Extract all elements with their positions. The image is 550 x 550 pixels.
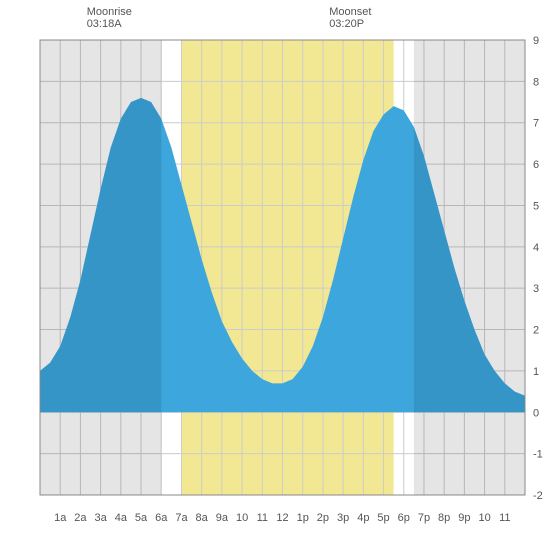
- svg-text:6: 6: [533, 159, 539, 171]
- svg-text:7a: 7a: [175, 512, 188, 524]
- svg-text:0: 0: [533, 407, 539, 419]
- svg-text:8p: 8p: [438, 512, 450, 524]
- moonset-label: Moonset: [329, 6, 371, 18]
- svg-text:9: 9: [533, 35, 539, 47]
- moonrise-label: Moonrise: [87, 6, 132, 18]
- svg-text:10: 10: [478, 512, 490, 524]
- svg-text:8a: 8a: [196, 512, 209, 524]
- svg-text:11: 11: [499, 512, 510, 524]
- svg-text:2a: 2a: [74, 512, 87, 524]
- svg-text:3p: 3p: [337, 512, 349, 524]
- svg-text:1p: 1p: [297, 512, 309, 524]
- chart-svg: 1a2a3a4a5a6a7a8a9a1011121p2p3p4p5p6p7p8p…: [0, 0, 550, 550]
- moonrise-annotation: Moonrise 03:18A: [87, 6, 132, 30]
- svg-text:3a: 3a: [95, 512, 108, 524]
- svg-text:7p: 7p: [418, 512, 430, 524]
- svg-text:9p: 9p: [458, 512, 470, 524]
- svg-text:2: 2: [533, 325, 539, 337]
- svg-text:5a: 5a: [135, 512, 148, 524]
- svg-text:12: 12: [276, 512, 288, 524]
- moonset-annotation: Moonset 03:20P: [329, 6, 371, 30]
- moonrise-time: 03:18A: [87, 18, 132, 30]
- svg-text:2p: 2p: [317, 512, 329, 524]
- moonset-time: 03:20P: [329, 18, 371, 30]
- svg-text:-1: -1: [533, 449, 543, 461]
- svg-text:7: 7: [533, 118, 539, 130]
- svg-text:5p: 5p: [377, 512, 389, 524]
- svg-text:5: 5: [533, 200, 539, 212]
- svg-text:1a: 1a: [54, 512, 67, 524]
- svg-text:1: 1: [533, 366, 539, 378]
- tide-chart: 1a2a3a4a5a6a7a8a9a1011121p2p3p4p5p6p7p8p…: [0, 0, 550, 550]
- svg-text:11: 11: [257, 512, 268, 524]
- svg-text:-2: -2: [533, 490, 543, 502]
- svg-text:6a: 6a: [155, 512, 168, 524]
- svg-text:4p: 4p: [357, 512, 369, 524]
- svg-text:9a: 9a: [216, 512, 229, 524]
- svg-text:10: 10: [236, 512, 248, 524]
- svg-text:6p: 6p: [398, 512, 410, 524]
- svg-text:8: 8: [533, 76, 539, 88]
- svg-text:4: 4: [533, 242, 539, 254]
- svg-text:3: 3: [533, 283, 539, 295]
- svg-text:4a: 4a: [115, 512, 128, 524]
